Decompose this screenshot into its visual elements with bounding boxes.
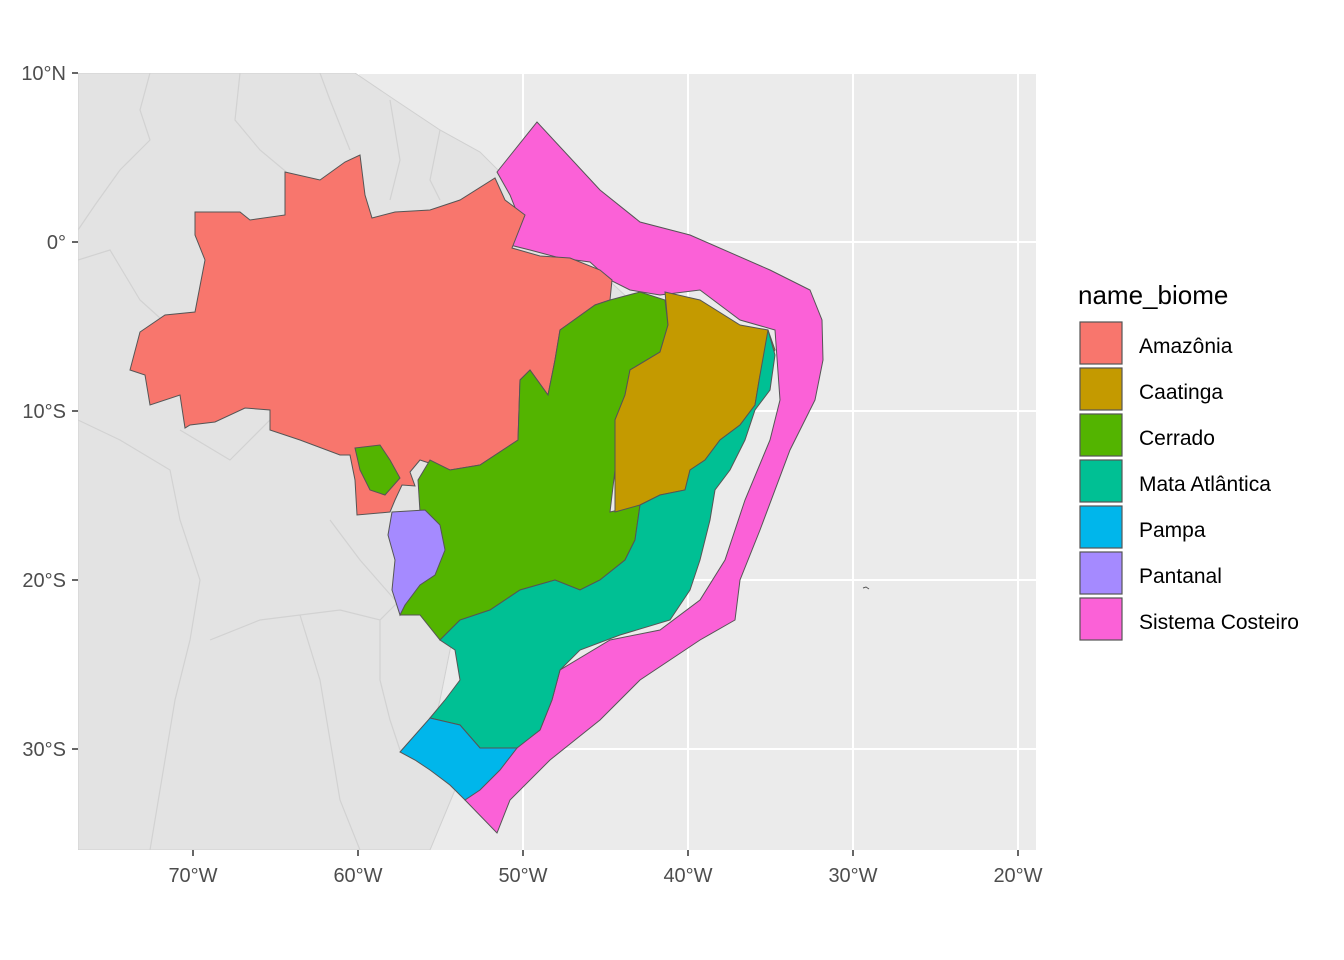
legend-label: Mata Atlântica <box>1139 473 1271 496</box>
legend-label: Cerrado <box>1139 427 1215 450</box>
legend-item: Caatinga <box>1079 367 1223 411</box>
legend-label: Amazônia <box>1139 335 1233 358</box>
legend-key <box>1079 505 1123 549</box>
axis-ticks <box>72 72 1019 856</box>
y-tick-label: 10°N <box>21 63 66 85</box>
biome-mata-atlantica <box>429 329 776 749</box>
legend-key <box>1079 413 1123 457</box>
legend-item: Pampa <box>1079 505 1206 549</box>
plot-panel <box>78 73 1036 850</box>
legend-item: Cerrado <box>1079 413 1215 457</box>
x-tick-label: 30°W <box>828 865 877 887</box>
legend: name_biome Amazônia Caatinga Cerrado Mat… <box>1078 280 1299 641</box>
legend-key <box>1079 597 1123 641</box>
x-tick-label: 40°W <box>663 865 712 887</box>
y-axis-labels: 10°N 0° 10°S 20°S 30°S <box>21 63 66 761</box>
legend-key <box>1079 367 1123 411</box>
x-tick-label: 60°W <box>333 865 382 887</box>
island <box>862 586 870 590</box>
y-tick-label: 20°S <box>22 570 66 592</box>
x-axis-labels: 70°W 60°W 50°W 40°W 30°W 20°W <box>168 865 1042 887</box>
legend-item: Mata Atlântica <box>1079 459 1271 503</box>
legend-item: Amazônia <box>1079 321 1233 365</box>
biome-pantanal <box>387 509 446 617</box>
legend-title: name_biome <box>1078 280 1228 310</box>
legend-key <box>1079 459 1123 503</box>
legend-key <box>1079 551 1123 595</box>
biome-pampa <box>399 717 519 801</box>
y-tick-label: 10°S <box>22 401 66 423</box>
y-tick-label: 30°S <box>22 739 66 761</box>
legend-item: Pantanal <box>1079 551 1222 595</box>
x-tick-label: 20°W <box>993 865 1042 887</box>
legend-item: Sistema Costeiro <box>1079 597 1299 641</box>
legend-label: Pantanal <box>1139 565 1222 588</box>
legend-label: Caatinga <box>1139 381 1223 404</box>
y-tick-label: 0° <box>47 232 66 254</box>
legend-key <box>1079 321 1123 365</box>
legend-label: Pampa <box>1139 519 1206 542</box>
x-tick-label: 50°W <box>498 865 547 887</box>
x-tick-label: 70°W <box>168 865 217 887</box>
legend-label: Sistema Costeiro <box>1139 611 1299 634</box>
